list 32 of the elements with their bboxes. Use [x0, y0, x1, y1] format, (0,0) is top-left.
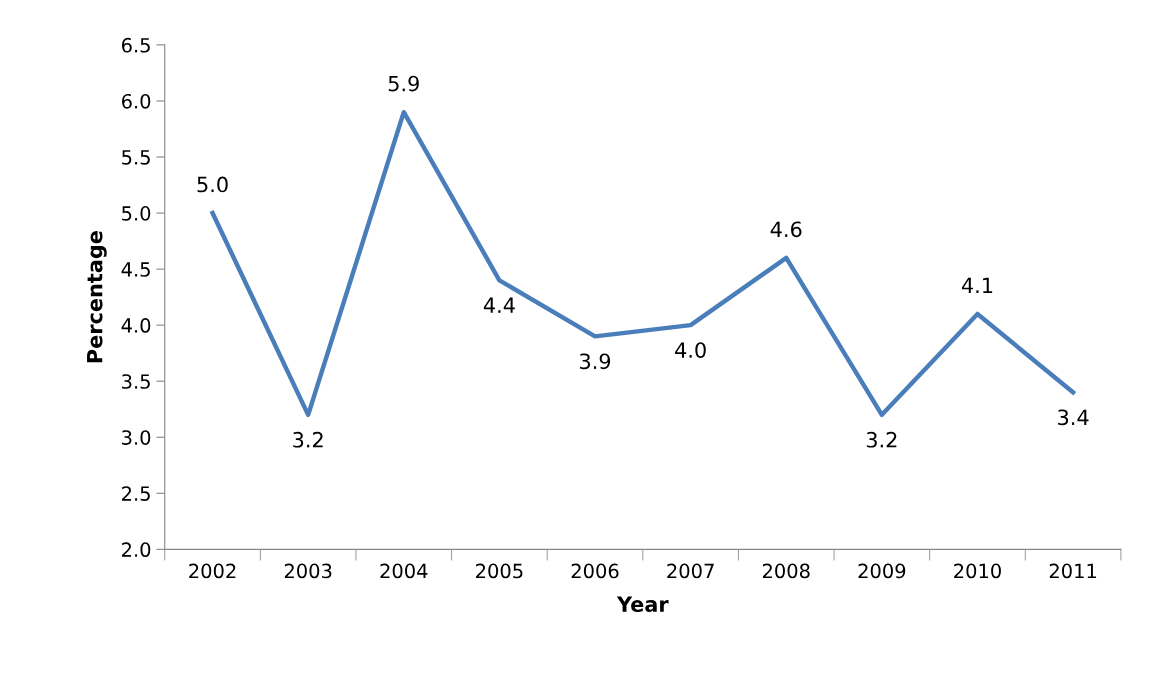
- x-tick-label: 2007: [667, 563, 714, 579]
- data-label: 3.2: [866, 431, 897, 448]
- y-tick-label: 4.0: [121, 318, 151, 333]
- y-tick-label: 5.0: [122, 206, 151, 221]
- x-tick-label: 2005: [476, 563, 523, 579]
- data-label: 4.6: [770, 221, 802, 238]
- x-tick-label: 2003: [284, 563, 332, 579]
- y-tick-label: 2.0: [122, 542, 151, 558]
- x-tick-label: 2011: [1049, 563, 1097, 579]
- x-tick-label: 2010: [954, 563, 1001, 579]
- x-tick-label: 2004: [380, 563, 428, 579]
- y-tick-label: 6.5: [121, 37, 150, 53]
- data-label: 4.1: [961, 277, 993, 293]
- x-tick-label: 2002: [189, 563, 236, 579]
- x-tick-label: 2006: [571, 563, 619, 579]
- y-axis-title: Percentage: [87, 231, 107, 363]
- data-label: 5.0: [197, 176, 228, 193]
- x-tick-label: 2008: [762, 563, 810, 579]
- y-tick-label: 3.5: [122, 374, 150, 389]
- x-tick-label: 2009: [858, 563, 906, 579]
- y-tick-label: 6.0: [121, 93, 151, 109]
- data-label: 3.9: [580, 353, 611, 370]
- data-label: 4.4: [483, 297, 515, 313]
- data-label: 4.0: [675, 342, 706, 358]
- data-label: 3.4: [1058, 409, 1089, 426]
- y-tick-label: 3.0: [122, 430, 151, 445]
- data-label: 5.9: [388, 75, 419, 92]
- y-tick-label: 4.5: [121, 262, 150, 277]
- y-tick-label: 2.5: [122, 486, 150, 501]
- data-label: 3.2: [293, 431, 323, 448]
- y-tick-label: 5.5: [122, 150, 150, 165]
- x-axis-title: Year: [616, 596, 669, 613]
